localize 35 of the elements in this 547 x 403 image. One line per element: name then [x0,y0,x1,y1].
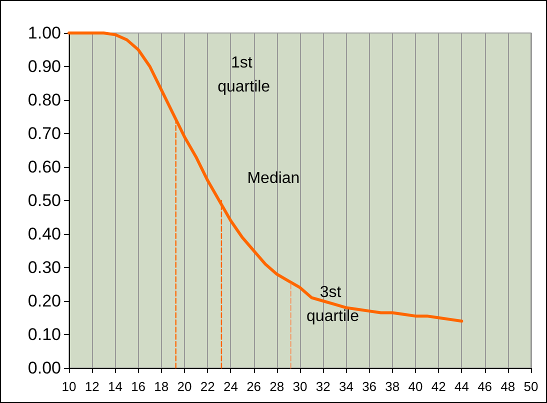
y-tick-label: 0.50 [28,191,61,210]
annotation: 1st quartile [218,54,270,96]
x-tick-label: 48 [500,379,516,394]
x-tick-label: 18 [154,379,169,394]
x-tick-label: 10 [62,379,76,394]
x-tick-label: 38 [385,379,400,394]
y-tick-label: 0.60 [28,158,61,176]
y-tick-label: 0.40 [28,224,61,244]
y-tick-label: 0.80 [28,90,61,110]
x-tick-label: 44 [454,379,469,394]
x-tick-label: 50 [524,379,538,394]
x-tick-label: 22 [200,379,215,394]
x-tick-label: 30 [292,379,308,394]
y-tick-label: 0.20 [28,292,61,310]
y-tick-label: 0.00 [28,358,61,378]
x-tick-label: 46 [478,379,492,394]
x-tick-label: 32 [316,379,330,394]
y-tick-label: 0.30 [28,258,61,277]
x-tick-label: 36 [362,379,377,394]
x-tick-label: 12 [84,379,100,394]
x-tick-label: 42 [431,379,446,394]
x-tick-label: 34 [338,379,354,394]
y-tick-label: 1.00 [28,24,61,42]
y-tick-label: 0.10 [28,325,61,344]
y-tick-label: 0.70 [28,124,61,143]
y-tick-label: 0.90 [28,57,61,76]
x-tick-label: 16 [131,379,146,394]
x-tick-label: 24 [223,379,238,394]
x-tick-label: 20 [177,379,192,394]
x-tick-label: 14 [108,379,122,394]
x-tick-label: 26 [246,379,262,394]
x-tick-label: 28 [270,379,284,394]
annotation: 3st quartile [306,284,360,325]
annotation: Median [247,170,300,187]
x-tick-label: 40 [408,379,423,394]
